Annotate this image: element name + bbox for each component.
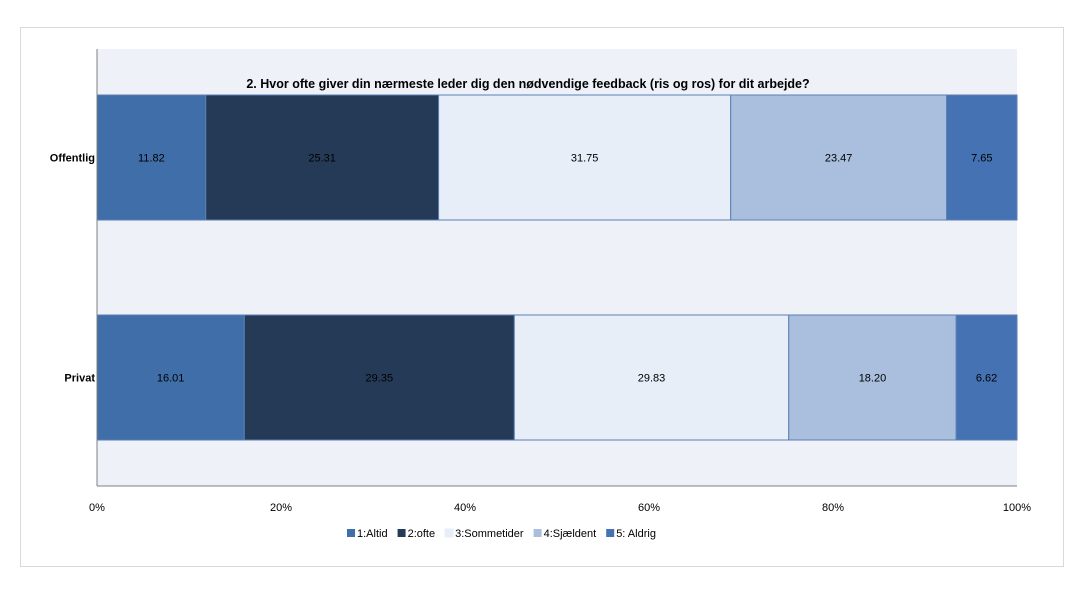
data-label-privat-2: 29.35: [366, 373, 394, 385]
chart-title: 2. Hvor ofte giver din nærmeste leder di…: [246, 77, 809, 91]
x-tick-label: 80%: [822, 502, 844, 514]
data-label-offentlig-4: 23.47: [825, 153, 853, 165]
bar-segment-offentlig-2: [205, 94, 440, 221]
bar-segment-privat-5: [955, 314, 1018, 441]
category-label-offentlig: Offentlig: [50, 153, 95, 165]
legend-entry-2: 2:ofte: [408, 528, 436, 540]
legend-entry-1: 1:Altid: [357, 528, 388, 540]
data-label-offentlig-5: 7.65: [971, 153, 992, 165]
legend-swatch-5: [606, 529, 615, 537]
legend-entry-3: 3:Sommetider: [455, 528, 524, 540]
chart-frame: 11.82 25.31 31.75 23.47 7.65 16.01 29.35 29.83 1…: [20, 27, 1064, 567]
data-label-offentlig-2: 25.31: [308, 153, 336, 165]
legend-entry-4: 4:Sjældent: [544, 528, 597, 540]
bar-segment-offentlig-5: [946, 94, 1018, 221]
data-label-privat-5: 6.62: [976, 373, 997, 385]
data-label-privat-4: 18.20: [859, 373, 887, 385]
data-label-privat-3: 29.83: [638, 373, 666, 385]
bar-segment-offentlig-1: [96, 94, 207, 221]
x-tick-label: 40%: [454, 502, 476, 514]
stacked-bar-chart: 11.82 25.31 31.75 23.47 7.65 16.01 29.35 29.83 1…: [50, 49, 1031, 540]
legend-entry-5: 5: Aldrig: [616, 528, 656, 540]
legend-swatch-3: [444, 528, 454, 538]
data-label-offentlig-1: 11.82: [138, 153, 165, 165]
bar-segment-privat-3: [513, 314, 790, 441]
bar-segment-privat-2: [243, 314, 515, 441]
category-label-privat: Privat: [64, 373, 95, 385]
bar-segment-offentlig-3: [438, 94, 732, 221]
data-label-privat-1: 16.01: [157, 373, 185, 385]
bar-segment-offentlig-4: [730, 94, 948, 221]
x-tick-label: 20%: [270, 502, 292, 514]
x-tick-label: 0%: [89, 502, 105, 514]
legend-swatch-2: [397, 529, 406, 537]
data-label-offentlig-3: 31.75: [571, 153, 599, 165]
legend: 1:Altid 2:ofte 3:Sommetider 4:Sjældent 5: Al…: [347, 528, 656, 540]
x-tick-label: 60%: [638, 502, 660, 514]
x-tick-label: 100%: [1003, 502, 1031, 514]
bar-segment-privat-1: [96, 314, 245, 441]
legend-swatch-4: [533, 529, 542, 537]
legend-swatch-1: [347, 529, 355, 537]
bar-segment-privat-4: [788, 314, 957, 441]
